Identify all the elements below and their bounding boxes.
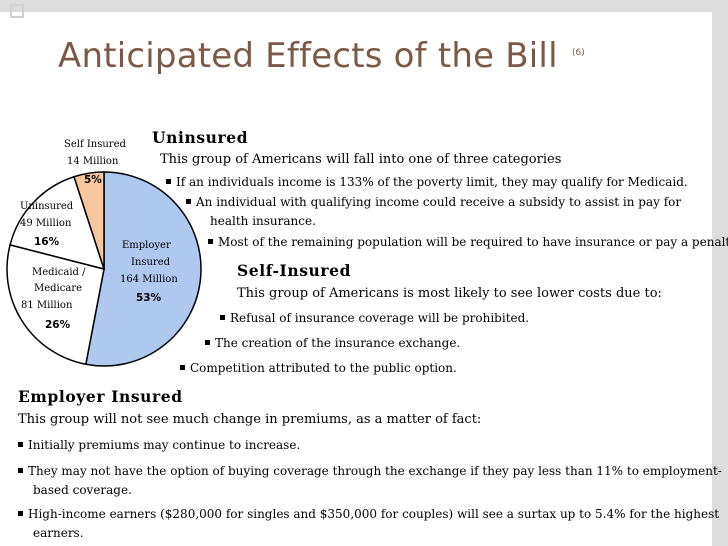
label-medicaid-sub: Medicare bbox=[34, 283, 83, 294]
self-insured-bullet-3: Competition attributed to the public opt… bbox=[180, 362, 457, 374]
self-insured-heading: Self-Insured bbox=[237, 261, 352, 280]
label-selfinsured-category: Self Insured bbox=[64, 139, 126, 150]
employer-bullet-1: Initially premiums may continue to incre… bbox=[18, 439, 300, 451]
employer-bullet-2: They may not have the option of buying c… bbox=[18, 465, 722, 477]
bullet-square-icon bbox=[166, 179, 171, 184]
bullet-square-icon bbox=[186, 199, 191, 204]
title-citation: (6) bbox=[572, 48, 585, 58]
pie-slice-self-insured bbox=[73, 171, 105, 270]
uninsured-heading: Uninsured bbox=[152, 128, 249, 147]
pie-slice-medicaid bbox=[6, 243, 105, 366]
employer-bullet-3: High-income earners ($280,000 for single… bbox=[18, 508, 719, 520]
pie-slice-employer bbox=[84, 171, 202, 367]
employer-bullet-2-continued: based coverage. bbox=[33, 483, 132, 497]
slide-right-border bbox=[712, 0, 728, 546]
label-selfinsured-millions: 14 Million bbox=[67, 156, 119, 167]
employer-heading: Employer Insured bbox=[18, 387, 183, 406]
uninsured-bullet-3: Most of the remaining population will be… bbox=[208, 236, 728, 248]
uninsured-bullet-1: If an individuals income is 133% of the … bbox=[166, 176, 688, 188]
bullet-square-icon bbox=[18, 511, 23, 516]
label-uninsured-percent: 16% bbox=[34, 236, 60, 248]
label-medicaid-millions: 81 Million bbox=[21, 300, 73, 311]
label-employer-category: Employer bbox=[122, 240, 171, 251]
bullet-square-icon bbox=[220, 315, 225, 320]
bullet-square-icon bbox=[180, 365, 185, 370]
bullet-square-icon bbox=[18, 442, 23, 447]
employer-intro: This group will not see much change in p… bbox=[18, 412, 482, 427]
label-employer-percent: 53% bbox=[136, 292, 162, 304]
label-uninsured-category: Uninsured bbox=[20, 201, 74, 212]
bullet-square-icon bbox=[18, 468, 23, 473]
label-employer-sub: Insured bbox=[131, 257, 171, 268]
self-insured-bullet-2: The creation of the insurance exchange. bbox=[205, 337, 460, 349]
slide-title: Anticipated Effects of the Bill bbox=[58, 36, 558, 76]
uninsured-bullet-2-continued: health insurance. bbox=[210, 214, 316, 228]
label-medicaid-category: Medicaid / bbox=[32, 267, 86, 278]
uninsured-bullet-2: An individual with qualifying income cou… bbox=[186, 196, 681, 208]
employer-bullet-3-continued: earners. bbox=[33, 526, 84, 540]
corner-square-icon bbox=[10, 4, 24, 18]
label-uninsured-millions: 49 Million bbox=[20, 218, 72, 229]
self-insured-intro: This group of Americans is most likely t… bbox=[237, 286, 662, 301]
label-medicaid-percent: 26% bbox=[45, 319, 71, 331]
label-selfinsured-percent: 5% bbox=[84, 174, 102, 186]
label-employer-millions: 164 Million bbox=[120, 274, 178, 285]
bullet-square-icon bbox=[205, 340, 210, 345]
self-insured-bullet-1: Refusal of insurance coverage will be pr… bbox=[220, 312, 529, 324]
pie-slice-uninsured bbox=[9, 175, 106, 271]
bullet-square-icon bbox=[208, 239, 213, 244]
slide-top-border bbox=[0, 0, 712, 12]
uninsured-intro: This group of Americans will fall into o… bbox=[160, 152, 562, 167]
